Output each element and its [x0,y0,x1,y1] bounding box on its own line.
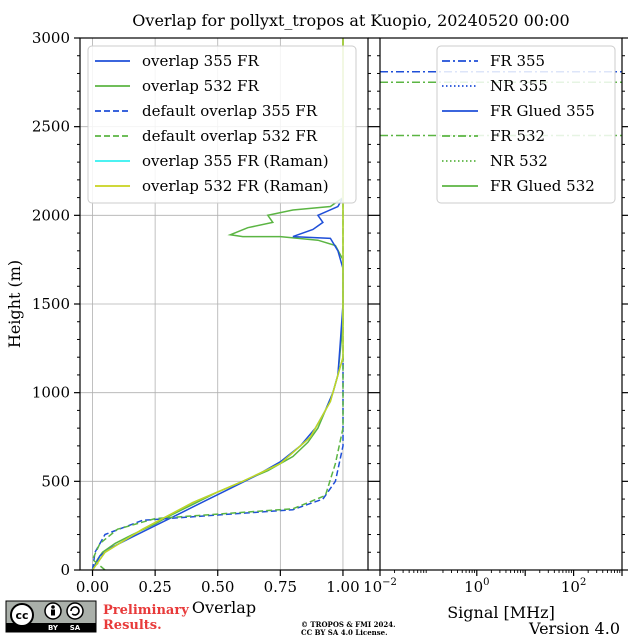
overlap-panel: 0 500 1000 1500 2000 2500 3000 0.00 0.25 0.50 0.7… [5,29,374,617]
y-tick-label: 2000 [32,206,70,224]
signal-legend-label: NR 355 [490,77,548,95]
signal-x-tick-label: 100 [464,577,489,596]
x-tick-label: 0.75 [264,578,297,596]
overlap-legend-label: default overlap 532 FR [142,127,318,145]
signal-legend-label: FR Glued 355 [490,102,595,120]
y-tick-label: 500 [41,472,70,490]
signal-legend: FR 355 NR 355 FR Glued 355 FR 532 NR 532 FR G… [436,45,616,204]
overlap-y-axis-label: Height (m) [5,260,24,348]
cc-by-text: BY [48,624,59,632]
overlap-legend: overlap 355 FR overlap 532 FR default over… [87,45,357,204]
results-label: Results. [103,618,162,633]
y-tick-label: 2500 [32,118,70,136]
signal-legend-label: NR 532 [490,152,548,170]
signal-x-ticks: 10−2 100 102 [363,570,623,596]
overlap-y-ticks: 0 500 1000 1500 2000 2500 3000 [32,29,374,579]
signal-legend-label: FR Glued 532 [490,177,595,195]
cc-license-badge: cc BY SA [5,600,97,633]
overlap-x-axis-label: Overlap [192,598,256,617]
overlap-series-line-6 [91,38,344,571]
overlap-series-line-3 [91,38,344,571]
overlap-legend-label: overlap 532 FR (Raman) [142,177,329,195]
signal-x-axis-label: Signal [MHz] [447,603,555,622]
overlap-legend-label: default overlap 355 FR [142,102,318,120]
overlap-legend-label: overlap 355 FR (Raman) [142,152,329,170]
sa-share-icon [66,602,84,620]
overlap-legend-label: overlap 532 FR [142,77,259,95]
y-tick-label: 1000 [32,384,70,402]
copyright-line: © TROPOS & FMI 2024. [301,620,396,629]
signal-x-tick-label: 102 [561,577,586,596]
overlap-legend-label: overlap 355 FR [142,52,259,70]
overlap-series-line-4 [91,38,344,571]
y-tick-label: 1500 [32,295,70,313]
x-tick-label: 0.25 [138,578,171,596]
signal-legend-label: FR 355 [490,52,545,70]
x-tick-label: 1.00 [326,578,359,596]
figure-title: Overlap for pollyxt_tropos at Kuopio, 20… [132,11,569,30]
signal-legend-label: FR 532 [490,127,545,145]
cc-sa-text: SA [70,624,81,632]
signal-legend-box [436,45,616,204]
signal-y-ticks [374,37,628,571]
cc-badge-text: cc [15,609,28,622]
preliminary-label: Preliminary [103,603,189,618]
overlap-legend-box [87,45,357,204]
x-tick-label: 0.50 [201,578,234,596]
overlap-x-ticks: 0.00 0.25 0.50 0.75 1.00 [76,570,360,596]
overlap-series-group [91,38,344,571]
x-tick-label: 0.00 [76,578,109,596]
license-line: CC BY SA 4.0 License. [301,628,388,637]
y-tick-label: 0 [60,561,70,579]
version-label: Version 4.0 [528,619,620,638]
y-tick-label: 3000 [32,29,70,47]
